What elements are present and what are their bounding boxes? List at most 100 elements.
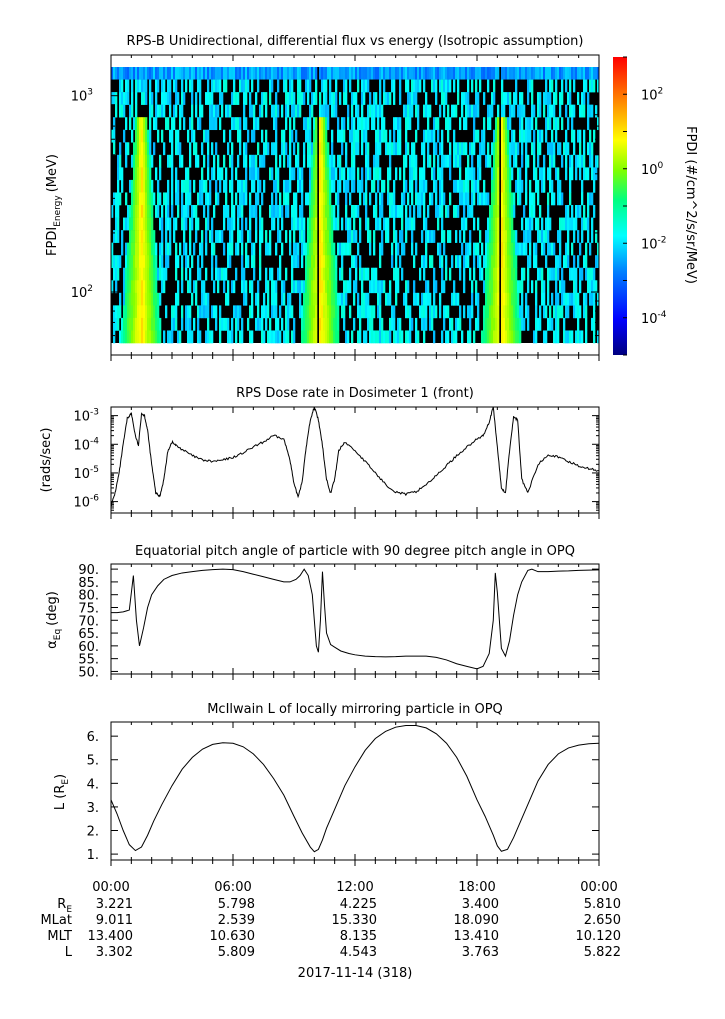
spectrogram-cell — [485, 280, 488, 294]
spectrogram-cell — [565, 292, 568, 306]
spectrogram-cell — [573, 142, 576, 156]
spectrogram-cell — [555, 330, 558, 344]
spectrogram-cell — [131, 104, 134, 118]
spectrogram-cell — [495, 205, 498, 218]
spectrogram-cell — [149, 67, 152, 80]
spectrogram-cell — [567, 255, 570, 269]
spectrogram-cell — [271, 305, 274, 319]
spectrogram-cell — [123, 217, 126, 231]
spectrogram-cell — [451, 292, 454, 306]
spectrogram-cell — [295, 242, 298, 256]
spectrogram-cell — [223, 280, 226, 294]
spectrogram-cell — [509, 305, 512, 319]
spectrogram-cell — [543, 242, 546, 256]
spectrogram-cell — [291, 205, 294, 218]
spectrogram-cell — [485, 305, 488, 319]
spectrogram-cell — [437, 67, 440, 80]
spectrogram-cell — [219, 167, 222, 181]
spectrogram-cell — [581, 104, 584, 118]
spectrogram-cell — [431, 305, 434, 319]
spectrogram-cell — [291, 255, 294, 269]
spectrogram-cell — [115, 217, 118, 231]
spectrogram-cell — [537, 104, 540, 118]
spectrogram-cell — [277, 205, 280, 218]
spectrogram-cell — [211, 255, 214, 269]
spectrogram-cell — [495, 217, 498, 231]
spectrogram-cell — [529, 129, 532, 143]
spectrogram-cell — [471, 305, 474, 319]
spectrogram-cell — [473, 104, 476, 118]
spectrogram-cell — [591, 317, 594, 331]
spectrogram-cell — [319, 217, 322, 231]
spectrogram-cell — [435, 205, 438, 218]
spectrogram-cell — [143, 330, 146, 344]
spectrogram-cell — [547, 242, 550, 256]
spectrogram-cell — [303, 242, 306, 256]
spectrogram-cell — [345, 179, 348, 193]
spectrogram-cell — [131, 129, 134, 143]
spectrogram-cell — [133, 330, 136, 344]
spectrogram-cell — [539, 67, 542, 80]
spectrogram-cell — [179, 142, 182, 156]
spectrogram-cell — [161, 129, 164, 143]
spectrogram-cell — [529, 67, 532, 80]
spectrogram-cell — [137, 330, 140, 344]
spectrogram-cell — [415, 92, 418, 105]
spectrogram-cell — [557, 117, 560, 131]
ephemeris-row-label: MLat — [40, 913, 72, 928]
spectrogram-cell — [257, 317, 260, 331]
spectrogram-cell — [167, 217, 170, 231]
spectrogram-cell — [545, 92, 548, 105]
spectrogram-cell — [493, 305, 496, 319]
spectrogram-cell — [435, 79, 438, 93]
spectrogram-cell — [315, 292, 318, 306]
spectrogram-cell — [181, 317, 184, 331]
spectrogram-cell — [249, 67, 252, 80]
spectrogram-cell — [309, 79, 312, 93]
spectrogram-cell — [497, 255, 500, 269]
spectrogram-cell — [385, 217, 388, 231]
spectrogram-cell — [561, 154, 564, 168]
spectrogram-cell — [511, 230, 514, 243]
spectrogram-cell — [461, 179, 464, 193]
spectrogram-cell — [529, 242, 532, 256]
spectrogram-cell — [537, 230, 540, 243]
spectrogram-cell — [255, 317, 258, 331]
spectrogram-cell — [197, 267, 200, 281]
spectrogram-cell — [331, 92, 334, 105]
spectrogram-cell — [425, 280, 428, 294]
spectrogram-cell — [265, 305, 268, 319]
spectrogram-cell — [445, 305, 448, 319]
spectrogram-cell — [283, 67, 286, 80]
spectrogram-cell — [147, 305, 150, 319]
spectrogram-cell — [333, 292, 336, 306]
spectrogram-cell — [273, 179, 276, 193]
spectrogram-cell — [131, 79, 134, 93]
spectrogram-cell — [327, 67, 330, 80]
spectrogram-cell — [145, 292, 148, 306]
spectrogram-cell — [281, 104, 284, 118]
pitch-angle-series-line — [111, 568, 600, 670]
spectrogram-cell — [527, 154, 530, 168]
spectrogram-cell — [575, 154, 578, 168]
spectrogram-cell — [179, 104, 182, 118]
spectrogram-cell — [477, 255, 480, 269]
spectrogram-cell — [253, 267, 256, 281]
pitch-frame — [110, 563, 600, 675]
spectrogram-cell — [507, 230, 510, 243]
spectrogram-cell — [519, 179, 522, 193]
spectrogram-cell — [313, 255, 316, 269]
spectrogram-cell — [497, 330, 500, 344]
spectrogram-cell — [377, 154, 380, 168]
spectrogram-cell — [243, 104, 246, 118]
spectrogram-cell — [115, 305, 118, 319]
spectrogram-cell — [327, 104, 330, 118]
spectrogram-cell — [237, 242, 240, 256]
spectrogram-cell — [369, 104, 372, 118]
spectrogram-cell — [549, 217, 552, 231]
spectrogram-cell — [283, 179, 286, 193]
spectrogram-cell — [129, 317, 132, 331]
spectrogram-cell — [113, 117, 116, 131]
spectrogram-cell — [559, 230, 562, 243]
